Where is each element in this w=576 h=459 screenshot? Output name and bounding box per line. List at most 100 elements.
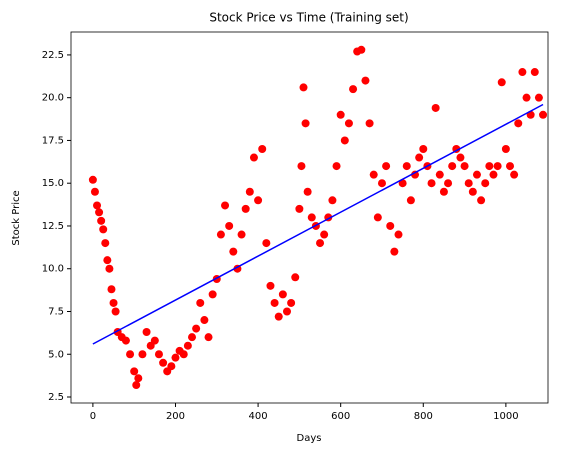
point — [249, 153, 258, 162]
point — [390, 247, 399, 256]
point — [477, 196, 486, 205]
point — [274, 312, 283, 321]
point — [138, 350, 147, 359]
point — [427, 179, 436, 188]
point — [278, 290, 287, 299]
point — [468, 187, 477, 196]
point — [406, 196, 415, 205]
point — [493, 162, 502, 171]
point — [159, 358, 168, 367]
point — [216, 230, 225, 239]
point — [101, 239, 110, 248]
chart-title: Stock Price vs Time (Training set) — [209, 11, 408, 25]
point — [301, 119, 310, 128]
point — [132, 381, 141, 390]
point — [464, 179, 473, 188]
point — [93, 201, 102, 210]
point — [282, 307, 291, 316]
point — [303, 187, 312, 196]
point — [183, 341, 192, 350]
y-tick-label: 5.0 — [48, 349, 64, 360]
x-axis-label: Days — [297, 433, 322, 444]
point — [171, 353, 180, 362]
point — [204, 333, 213, 342]
point — [448, 162, 457, 171]
point — [530, 68, 539, 77]
point — [382, 162, 391, 171]
point — [534, 93, 543, 102]
point — [208, 290, 217, 299]
point — [241, 204, 250, 213]
point — [188, 333, 197, 342]
point — [344, 119, 353, 128]
plot-frame — [70, 31, 549, 404]
point — [254, 196, 263, 205]
point — [295, 204, 304, 213]
point — [481, 179, 490, 188]
point — [134, 374, 143, 383]
point — [307, 213, 316, 222]
point — [111, 307, 120, 316]
point — [90, 187, 99, 196]
point — [369, 170, 378, 179]
y-tick-label: 17.5 — [42, 135, 64, 146]
point — [394, 230, 403, 239]
point — [518, 68, 527, 77]
point — [444, 179, 453, 188]
point — [103, 256, 112, 265]
point — [361, 76, 370, 85]
point — [107, 285, 116, 294]
point — [328, 196, 337, 205]
point — [99, 225, 108, 234]
point — [340, 136, 349, 145]
point — [245, 187, 254, 196]
point — [291, 273, 300, 282]
point — [316, 239, 325, 248]
point — [506, 162, 515, 171]
x-tick-label: 1000 — [493, 411, 518, 422]
x-tick-label: 800 — [414, 411, 433, 422]
point — [514, 119, 523, 128]
point — [501, 144, 510, 153]
point — [472, 170, 481, 179]
y-axis-label: Stock Price — [11, 190, 22, 245]
point — [200, 316, 209, 325]
point — [365, 119, 374, 128]
point — [497, 78, 506, 87]
point — [221, 201, 230, 210]
x-tick-label: 600 — [331, 411, 350, 422]
y-tick-label: 7.5 — [48, 306, 64, 317]
point — [179, 350, 188, 359]
point — [386, 221, 395, 230]
point — [435, 170, 444, 179]
point — [332, 162, 341, 171]
point — [97, 216, 106, 225]
point — [398, 179, 407, 188]
point — [357, 45, 366, 54]
y-tick-label: 15.0 — [42, 178, 64, 189]
point — [258, 144, 267, 153]
point — [489, 170, 498, 179]
point — [522, 93, 531, 102]
point — [121, 336, 130, 345]
point — [456, 153, 465, 162]
point — [126, 350, 135, 359]
point — [460, 162, 469, 171]
point — [336, 110, 345, 119]
y-tick-label: 12.5 — [42, 221, 64, 232]
y-tick-label: 22.5 — [42, 50, 64, 61]
point — [237, 230, 246, 239]
point — [167, 362, 176, 371]
point — [297, 162, 306, 171]
point — [154, 350, 163, 359]
point — [373, 213, 382, 222]
point — [95, 208, 104, 217]
point — [142, 328, 151, 337]
point — [349, 85, 358, 94]
point — [196, 298, 205, 307]
fit-line — [92, 103, 544, 345]
point — [402, 162, 411, 171]
point — [287, 298, 296, 307]
y-tick-label: 2.5 — [48, 392, 64, 403]
